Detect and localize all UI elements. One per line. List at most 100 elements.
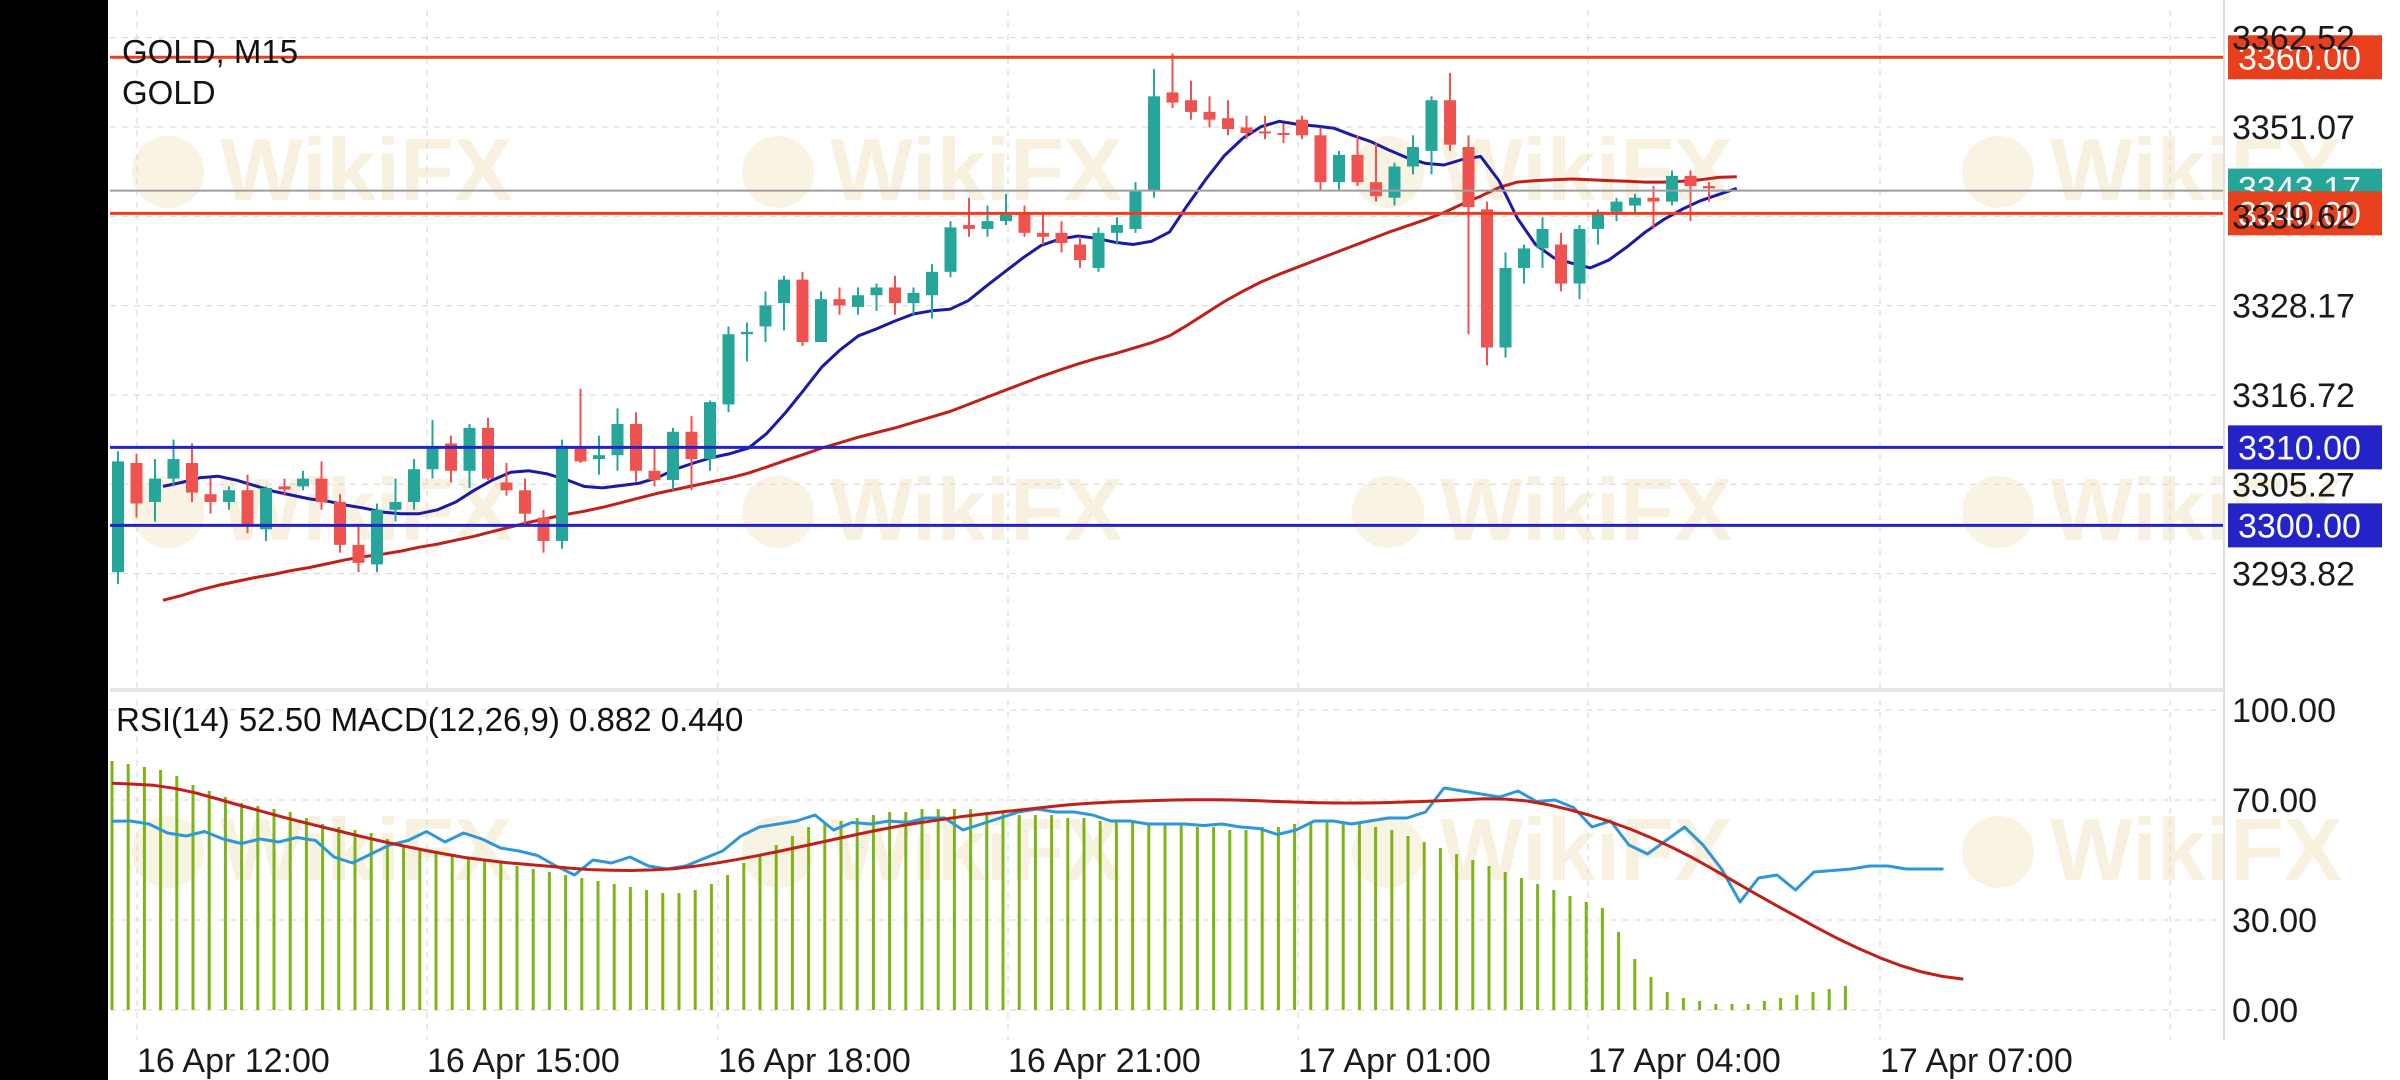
candle-body xyxy=(1111,225,1123,233)
candle xyxy=(1111,217,1123,245)
watermark-logo xyxy=(742,136,814,208)
candle xyxy=(778,275,790,331)
candle xyxy=(278,478,291,496)
candle xyxy=(260,486,272,541)
candle xyxy=(574,388,587,463)
candle-body xyxy=(500,482,513,491)
price-tick-label: 3339.62 xyxy=(2232,198,2355,236)
candle xyxy=(352,525,365,573)
candle xyxy=(537,509,550,553)
candle xyxy=(1629,193,1641,214)
price-tick-label: 3293.82 xyxy=(2232,556,2355,594)
candle-body xyxy=(1074,244,1086,261)
watermark-logo xyxy=(1352,476,1424,548)
level-badge-bg xyxy=(2228,191,2382,236)
indicator-panel[interactable] xyxy=(110,761,1964,1010)
candle xyxy=(1296,115,1308,140)
candle xyxy=(463,423,476,488)
candle xyxy=(1573,225,1586,300)
candle-body xyxy=(1277,132,1290,135)
candle-body xyxy=(1333,154,1345,183)
candle-body xyxy=(1018,213,1031,233)
macd-signal-line xyxy=(111,781,1964,981)
candle-body xyxy=(223,490,235,502)
candle-body xyxy=(186,462,198,493)
candle-body xyxy=(1129,189,1142,229)
candle-body xyxy=(1185,100,1197,112)
indicator-tick-label: 100.00 xyxy=(2232,692,2336,730)
candle xyxy=(1481,201,1493,366)
candle-body xyxy=(445,443,457,471)
candle xyxy=(556,439,568,549)
candle-body xyxy=(1425,100,1438,151)
candle xyxy=(1592,209,1604,245)
time-tick-label: 17 Apr 01:00 xyxy=(1298,1042,1491,1080)
candle xyxy=(500,462,513,496)
watermark-logo xyxy=(1962,476,2034,548)
candle-body xyxy=(1499,267,1512,348)
candle xyxy=(130,453,143,518)
axes: 3362.52 3351.07 3339.62 3328.17 3316.72 3305.… xyxy=(110,0,2355,1080)
candle xyxy=(1351,135,1364,187)
candle xyxy=(1259,115,1271,140)
candle xyxy=(907,287,920,315)
price-tick-label: 3362.52 xyxy=(2232,20,2355,58)
candle xyxy=(1536,217,1549,268)
candle xyxy=(963,197,975,237)
level-badge-bg xyxy=(2228,425,2382,470)
time-tick-label: 16 Apr 18:00 xyxy=(718,1042,911,1080)
candle xyxy=(833,287,846,315)
candle-body xyxy=(1259,131,1271,134)
watermark-logo xyxy=(1352,816,1424,888)
time-tick-label: 17 Apr 07:00 xyxy=(1880,1042,2073,1080)
watermark-logo xyxy=(132,816,204,888)
candle-body xyxy=(1481,209,1493,348)
candle xyxy=(1314,127,1327,190)
symbol-name: GOLD xyxy=(122,74,216,111)
candle-body xyxy=(1388,166,1401,198)
candle xyxy=(1018,205,1031,237)
candle-body xyxy=(1444,100,1456,145)
candle-body xyxy=(574,447,587,462)
candle-body xyxy=(833,299,846,306)
candle-body xyxy=(389,501,402,510)
candle-body xyxy=(759,305,772,327)
candle-body xyxy=(1573,228,1586,284)
symbol-timeframe: GOLD, M15 xyxy=(122,33,298,70)
candle xyxy=(870,283,883,311)
candle-body xyxy=(611,423,624,456)
grid-layer xyxy=(110,10,2222,1040)
candle-body xyxy=(463,427,476,471)
candles[interactable] xyxy=(112,53,1715,584)
candle-body xyxy=(1037,232,1049,237)
candle xyxy=(1148,69,1160,198)
watermark: WikiFX xyxy=(1352,460,1733,559)
candle xyxy=(1333,150,1345,190)
candle-body xyxy=(1703,186,1715,189)
candle xyxy=(926,264,938,319)
candle-body xyxy=(408,469,420,502)
candle xyxy=(722,326,735,413)
candle xyxy=(1166,53,1179,109)
candle xyxy=(1647,186,1660,229)
candle xyxy=(186,443,198,502)
candle xyxy=(1518,244,1530,284)
level-badge-text: 3300.00 xyxy=(2238,507,2361,545)
candle-body xyxy=(260,487,272,530)
candle-body xyxy=(519,490,531,514)
candle xyxy=(1370,143,1382,202)
indicator-header: RSI(14) 52.50 MACD(12,26,9) 0.882 0.440 xyxy=(116,701,743,738)
candle-body xyxy=(1055,232,1068,243)
candle-body xyxy=(1684,175,1697,187)
candle xyxy=(704,400,716,471)
watermark: WikiFX xyxy=(742,120,1123,219)
price-tick-label: 3351.07 xyxy=(2232,109,2355,147)
candle xyxy=(648,447,661,487)
candle-body xyxy=(1166,92,1179,103)
candle-body xyxy=(1592,211,1604,229)
price-tick-label: 3316.72 xyxy=(2232,377,2355,415)
chart-header: GOLD, M15 GOLD RSI(14) 52.50 MACD(12,26,… xyxy=(116,33,743,738)
candle-body xyxy=(1462,147,1475,208)
